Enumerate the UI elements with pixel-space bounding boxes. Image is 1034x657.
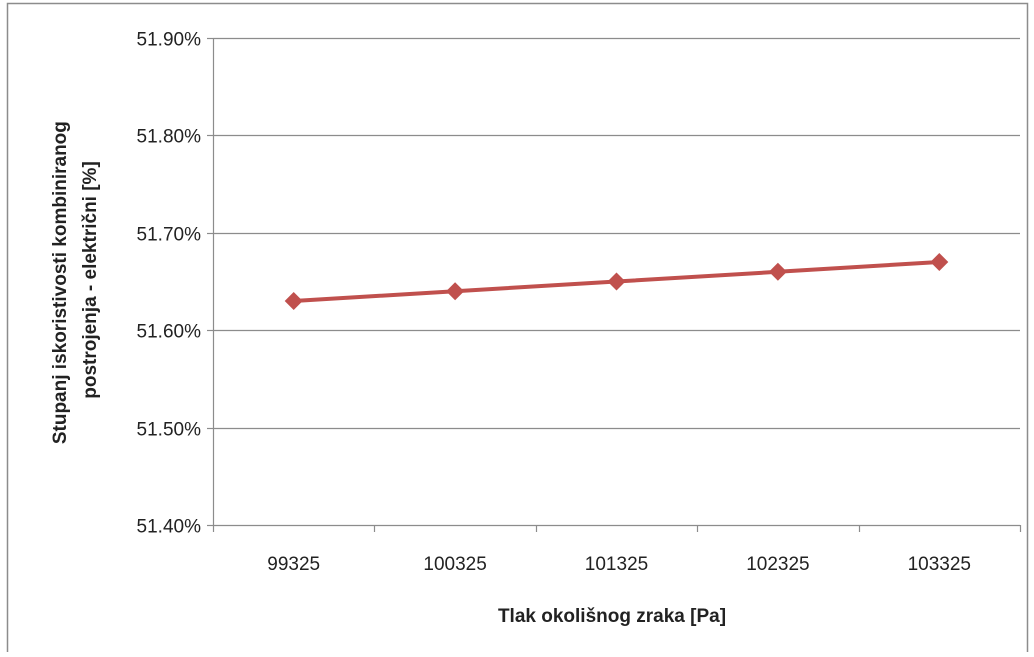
- data-point-marker: [607, 272, 626, 291]
- x-tick-label: 100325: [423, 554, 486, 575]
- y-tick-labels: 51.40% 51.50% 51.60% 51.70% 51.80% 51.90%: [137, 30, 202, 538]
- y-axis-title-line-1: Stupanj iskoristivosti kombiniranog: [50, 121, 71, 444]
- x-tick-labels: 99325 100325 101325 102325 103325: [267, 554, 971, 575]
- y-axis-title: Stupanj iskoristivosti kombiniranog post…: [50, 116, 101, 444]
- y-tick-label: 51.90%: [137, 30, 202, 51]
- y-tick-label: 51.60%: [137, 322, 202, 343]
- y-tick-label: 51.50%: [137, 420, 202, 441]
- x-tick-label: 103325: [908, 554, 971, 575]
- axes: [207, 37, 1022, 532]
- y-tick-label: 51.80%: [137, 127, 202, 148]
- series-layer: [284, 253, 949, 310]
- x-tick-label: 101325: [585, 554, 648, 575]
- gridlines: [213, 37, 1020, 430]
- x-tick-label: 102325: [746, 554, 809, 575]
- x-tick-label: 99325: [267, 554, 320, 575]
- data-point-marker: [446, 282, 465, 301]
- data-point-marker: [284, 291, 303, 310]
- y-tick-label: 51.40%: [137, 517, 202, 538]
- data-point-marker: [768, 262, 787, 281]
- x-axis-title: Tlak okolišnog zraka [Pa]: [498, 606, 726, 627]
- data-point-marker: [930, 253, 949, 272]
- y-axis-title-line-2: postrojenja - električni [%]: [80, 161, 101, 399]
- y-tick-label: 51.70%: [137, 225, 202, 246]
